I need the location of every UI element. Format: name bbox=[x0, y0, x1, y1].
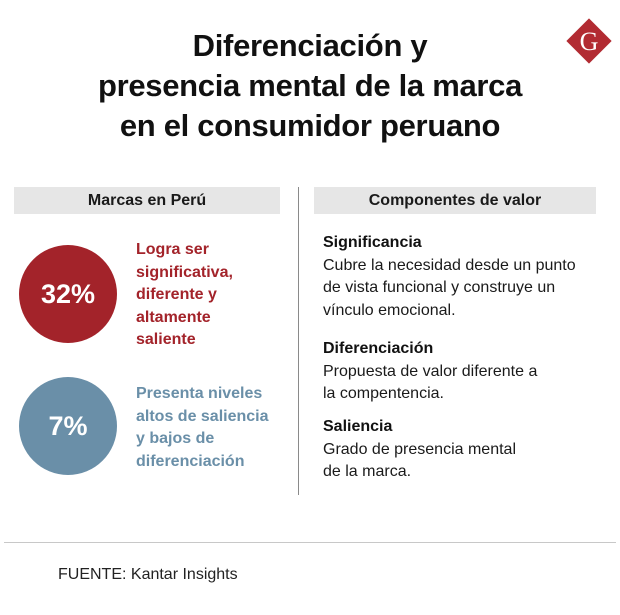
g-diamond-logo-icon: G bbox=[566, 18, 612, 64]
desc-line: Presenta niveles bbox=[136, 385, 263, 402]
desc-line: diferenciación bbox=[136, 452, 245, 470]
component-diferenciacion: Diferenciación Propuesta de valor difere… bbox=[323, 338, 603, 406]
component-line: Propuesta de valor diferente a bbox=[323, 362, 538, 380]
title-line-2: presencia mental de la marca bbox=[97, 68, 523, 103]
component-title: Saliencia bbox=[323, 418, 393, 435]
component-line: la compentencia. bbox=[323, 385, 444, 402]
title-line-1: Diferenciación y bbox=[192, 28, 428, 63]
stat-description-32: Logra ser significativa, diferente y alt… bbox=[136, 239, 288, 352]
component-title: Significancia bbox=[323, 234, 422, 251]
desc-line: Logra ser bbox=[136, 241, 209, 258]
component-saliencia: Saliencia Grado de presencia mental de l… bbox=[323, 416, 603, 484]
stat-circle-32: 32% bbox=[19, 245, 117, 343]
stat-description-7: Presenta niveles altos de saliencia y ba… bbox=[136, 383, 288, 473]
component-line: Grado de presencia mental bbox=[323, 440, 516, 458]
desc-line: altos de saliencia bbox=[136, 407, 269, 425]
component-title: Diferenciación bbox=[323, 340, 434, 357]
infographic-title: Diferenciación y presencia mental de la … bbox=[40, 26, 580, 146]
desc-line: saliente bbox=[136, 331, 196, 348]
component-line: vínculo emocional. bbox=[323, 301, 456, 319]
desc-line: altamente bbox=[136, 308, 211, 326]
logo-letter: G bbox=[580, 27, 599, 56]
stat-circle-7: 7% bbox=[19, 377, 117, 475]
source-note: FUENTE: Kantar Insights bbox=[58, 566, 238, 583]
component-line: de vista funcional y construye un bbox=[323, 279, 556, 296]
column-divider bbox=[298, 187, 299, 495]
footer-divider bbox=[4, 542, 616, 543]
desc-line: diferente y bbox=[136, 286, 217, 303]
component-line: Cubre la necesidad desde un punto bbox=[323, 256, 576, 274]
title-line-3: en el consumidor peruano bbox=[119, 108, 501, 143]
component-line: de la marca. bbox=[323, 463, 412, 480]
desc-line: y bajos de bbox=[136, 430, 215, 447]
component-significancia: Significancia Cubre la necesidad desde u… bbox=[323, 232, 603, 322]
components-header: Componentes de valor bbox=[314, 187, 596, 214]
brands-header: Marcas en Perú bbox=[14, 187, 280, 214]
desc-line: significativa, bbox=[136, 263, 233, 281]
